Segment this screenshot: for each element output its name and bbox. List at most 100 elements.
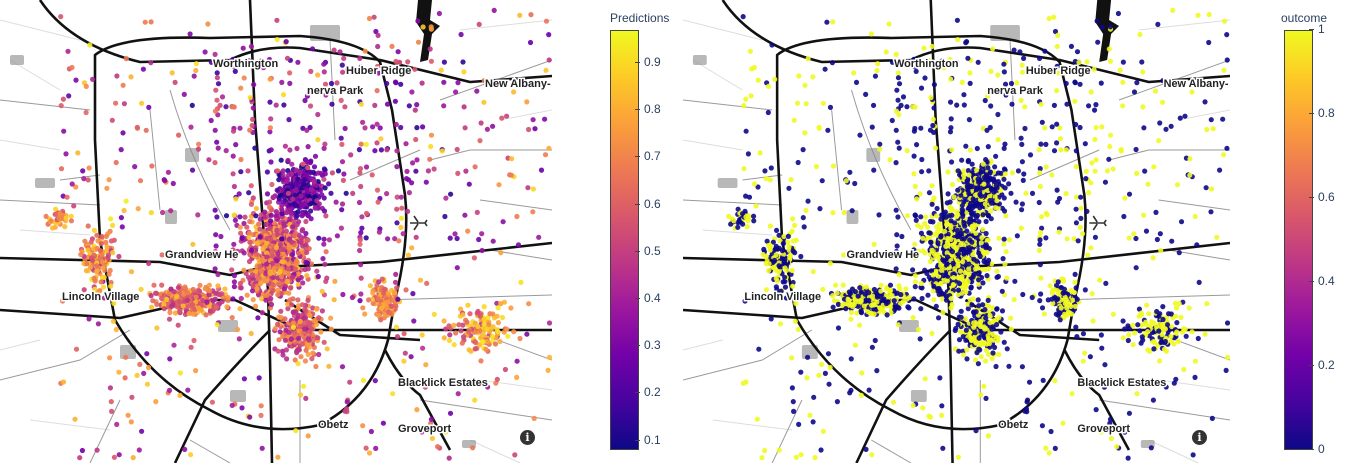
- data-point: [1139, 59, 1145, 65]
- data-point: [985, 297, 991, 303]
- data-point: [996, 315, 1002, 321]
- data-point: [98, 279, 104, 285]
- data-point: [1036, 55, 1043, 62]
- data-point: [1131, 231, 1137, 237]
- road-minor: [683, 139, 743, 151]
- data-point: [277, 268, 283, 274]
- data-point: [979, 235, 985, 241]
- data-point: [959, 236, 965, 242]
- data-point: [871, 286, 878, 293]
- data-point: [863, 446, 869, 452]
- data-point: [299, 235, 305, 241]
- data-point: [113, 326, 119, 333]
- data-point: [843, 178, 849, 184]
- data-point: [800, 147, 806, 153]
- data-point: [967, 216, 974, 222]
- data-point: [1054, 63, 1060, 69]
- highway: [383, 349, 452, 451]
- data-point: [1019, 364, 1025, 370]
- data-point: [209, 399, 215, 405]
- data-point: [463, 168, 469, 174]
- data-point: [195, 212, 201, 218]
- data-point: [358, 64, 364, 70]
- data-point: [768, 165, 774, 171]
- data-point: [954, 102, 960, 108]
- data-point: [786, 185, 792, 191]
- data-point: [267, 99, 273, 105]
- data-point: [965, 301, 971, 307]
- data-point: [1077, 224, 1083, 230]
- data-point: [427, 156, 433, 162]
- data-point: [241, 250, 247, 256]
- data-point: [313, 182, 319, 188]
- data-point: [1003, 213, 1009, 219]
- data-point: [182, 446, 188, 452]
- data-point: [385, 236, 391, 242]
- data-point: [68, 213, 74, 219]
- data-point: [472, 346, 478, 352]
- data-point: [103, 233, 109, 239]
- data-point: [148, 304, 155, 310]
- data-point: [467, 311, 473, 317]
- data-point: [462, 212, 468, 218]
- data-point: [980, 302, 986, 308]
- data-point: [341, 171, 347, 177]
- data-point: [1067, 310, 1073, 316]
- data-point: [810, 74, 816, 80]
- data-point: [428, 132, 435, 138]
- data-point: [205, 21, 211, 27]
- data-point: [768, 316, 774, 322]
- road-secondary: [349, 149, 421, 181]
- data-point: [924, 224, 931, 230]
- data-point: [955, 187, 961, 193]
- info-icon[interactable]: i: [520, 430, 535, 445]
- data-point: [1092, 234, 1099, 240]
- data-point: [983, 315, 989, 321]
- data-point: [190, 302, 196, 308]
- data-point: [805, 56, 811, 62]
- data-point: [299, 341, 306, 347]
- data-point: [1002, 81, 1009, 87]
- data-point: [290, 196, 296, 202]
- data-point: [139, 100, 145, 106]
- road-secondary: [683, 99, 773, 111]
- data-point: [936, 221, 942, 227]
- data-point: [1002, 171, 1008, 177]
- data-point: [1099, 345, 1105, 351]
- data-point: [926, 168, 932, 174]
- data-point: [208, 59, 214, 65]
- data-point: [285, 301, 291, 307]
- data-point: [413, 136, 419, 143]
- data-point: [342, 125, 348, 132]
- data-point: [338, 225, 344, 231]
- data-point: [1002, 141, 1008, 147]
- data-point: [395, 296, 401, 302]
- data-point: [906, 295, 912, 301]
- data-point: [976, 303, 982, 309]
- data-point: [1107, 420, 1113, 426]
- data-point: [812, 455, 818, 461]
- right-map-panel[interactable]: Worthington Huber Ridge nerva Park New Alba…: [683, 0, 1230, 463]
- data-point: [177, 289, 183, 295]
- left-map-panel[interactable]: Worthington Huber Ridge nerva Park New Alba…: [0, 0, 552, 463]
- data-point: [398, 124, 404, 131]
- park-area: [185, 148, 199, 162]
- data-point: [964, 356, 970, 362]
- data-point: [1217, 167, 1223, 173]
- data-point: [763, 176, 769, 182]
- data-point: [368, 428, 374, 435]
- data-point: [974, 145, 980, 152]
- data-point: [789, 355, 795, 361]
- data-point: [1073, 220, 1079, 226]
- data-point: [267, 236, 273, 242]
- data-point: [282, 143, 288, 149]
- data-point: [1156, 138, 1162, 144]
- data-point: [1093, 125, 1099, 131]
- data-point: [231, 273, 237, 279]
- data-point: [231, 279, 237, 285]
- data-point: [955, 168, 961, 174]
- data-point: [285, 266, 291, 272]
- data-point: [967, 207, 973, 213]
